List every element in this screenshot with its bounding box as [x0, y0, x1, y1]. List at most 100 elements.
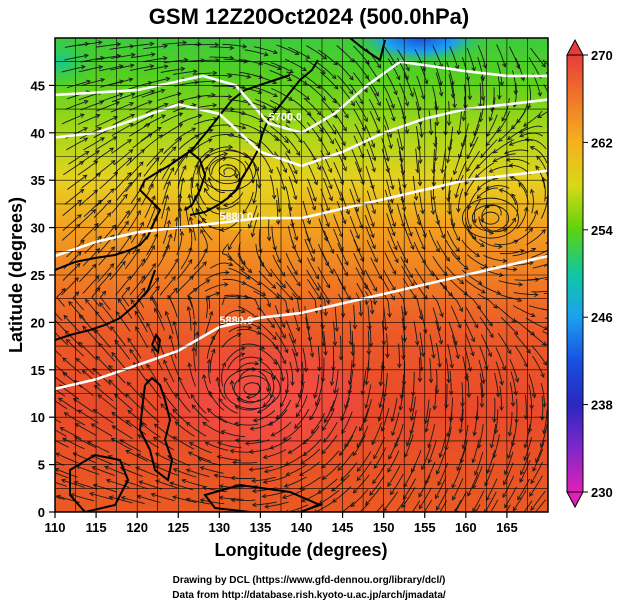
streamline [209, 349, 215, 373]
streamline [477, 306, 493, 327]
streamline-arrowhead [95, 113, 101, 119]
streamline [466, 47, 475, 71]
streamline [221, 296, 241, 306]
streamline [221, 243, 233, 261]
streamline-arrowhead [242, 44, 248, 49]
streamline [186, 468, 210, 478]
streamline-arrowhead [492, 148, 498, 154]
streamline [526, 229, 546, 245]
streamline [303, 97, 322, 116]
streamline-arrowhead [340, 416, 345, 422]
streamline-arrowhead [285, 471, 291, 477]
streamline-arrowhead [374, 91, 379, 97]
streamline [128, 123, 150, 137]
streamline [493, 139, 514, 154]
streamline-arrowhead [232, 460, 237, 465]
streamline [333, 228, 344, 252]
colorbar-label: 254 [591, 223, 613, 238]
streamline [480, 383, 483, 408]
streamline-arrowhead [279, 402, 285, 408]
streamline-arrowhead [302, 66, 307, 72]
streamline [63, 315, 81, 334]
streamline [258, 255, 273, 277]
streamline-arrowhead [363, 88, 368, 93]
streamline [447, 412, 453, 437]
streamline-arrowhead [97, 199, 103, 205]
streamline [83, 199, 102, 217]
streamline [212, 85, 237, 88]
streamline-arrowhead [280, 377, 286, 382]
streamline [458, 110, 462, 135]
streamline [191, 138, 212, 153]
streamline-arrowhead [83, 127, 88, 132]
streamline [99, 80, 124, 88]
streamline-arrowhead [264, 504, 269, 509]
streamline-arrowhead [92, 367, 98, 373]
streamline [97, 394, 118, 411]
streamline [304, 238, 315, 262]
streamline-arrowhead [286, 109, 292, 114]
streamline [204, 283, 228, 292]
streamline-arrowhead [61, 288, 66, 293]
streamline-arrowhead [427, 458, 432, 464]
streamline-arrowhead [166, 180, 171, 186]
streamline-arrowhead [420, 209, 425, 215]
streamline-arrowhead [372, 479, 377, 485]
streamline-arrowhead [497, 95, 502, 100]
streamline [155, 465, 178, 476]
streamline-arrowhead [46, 424, 50, 428]
streamline [186, 498, 210, 505]
streamline-arrowhead [467, 95, 473, 101]
streamline [141, 405, 160, 423]
streamline [477, 45, 487, 69]
streamline [401, 335, 404, 360]
streamline [317, 346, 320, 371]
streamline-arrowhead [519, 477, 524, 483]
streamline [317, 266, 331, 288]
streamline [428, 110, 432, 135]
streamline [525, 138, 547, 150]
streamline-arrowhead [302, 80, 308, 85]
streamline-arrowhead [552, 289, 556, 293]
streamline [489, 165, 513, 173]
streamline [368, 98, 380, 122]
streamline [291, 240, 302, 263]
streamline [496, 61, 503, 86]
streamline [248, 205, 258, 229]
streamline [465, 306, 479, 329]
streamline [126, 161, 144, 181]
credit-drawing: Drawing by DCL (https://www.gfd-dennou.o… [173, 575, 446, 586]
streamline [144, 65, 168, 72]
streamline [497, 332, 512, 354]
streamline [464, 279, 486, 294]
streamline-arrowhead [404, 452, 409, 458]
streamline [390, 473, 404, 495]
streamline [132, 133, 153, 149]
streamline [270, 62, 294, 73]
streamline-arrowhead [97, 235, 102, 241]
streamline [141, 263, 156, 284]
streamline [66, 339, 85, 357]
streamline [95, 116, 118, 128]
streamline-arrowhead [431, 354, 436, 359]
streamline-arrowhead [140, 148, 146, 154]
streamline-arrowhead [295, 327, 301, 332]
x-tick-label: 130 [208, 520, 230, 535]
streamline-arrowhead [513, 239, 519, 244]
streamline [211, 157, 227, 175]
streamline-arrowhead [456, 466, 461, 472]
streamline [208, 391, 225, 411]
streamline-arrowhead [126, 275, 132, 281]
streamline [272, 343, 286, 364]
streamline-arrowhead [151, 262, 156, 268]
streamline [380, 361, 383, 386]
streamline-arrowhead [502, 493, 507, 499]
streamline [348, 370, 354, 394]
streamline [127, 338, 142, 359]
streamline-arrowhead [89, 491, 95, 497]
streamline-arrowhead [316, 110, 322, 116]
streamline-arrowhead [519, 249, 525, 254]
streamline [108, 365, 126, 384]
streamline [403, 465, 416, 488]
streamline-arrowhead [337, 466, 343, 471]
